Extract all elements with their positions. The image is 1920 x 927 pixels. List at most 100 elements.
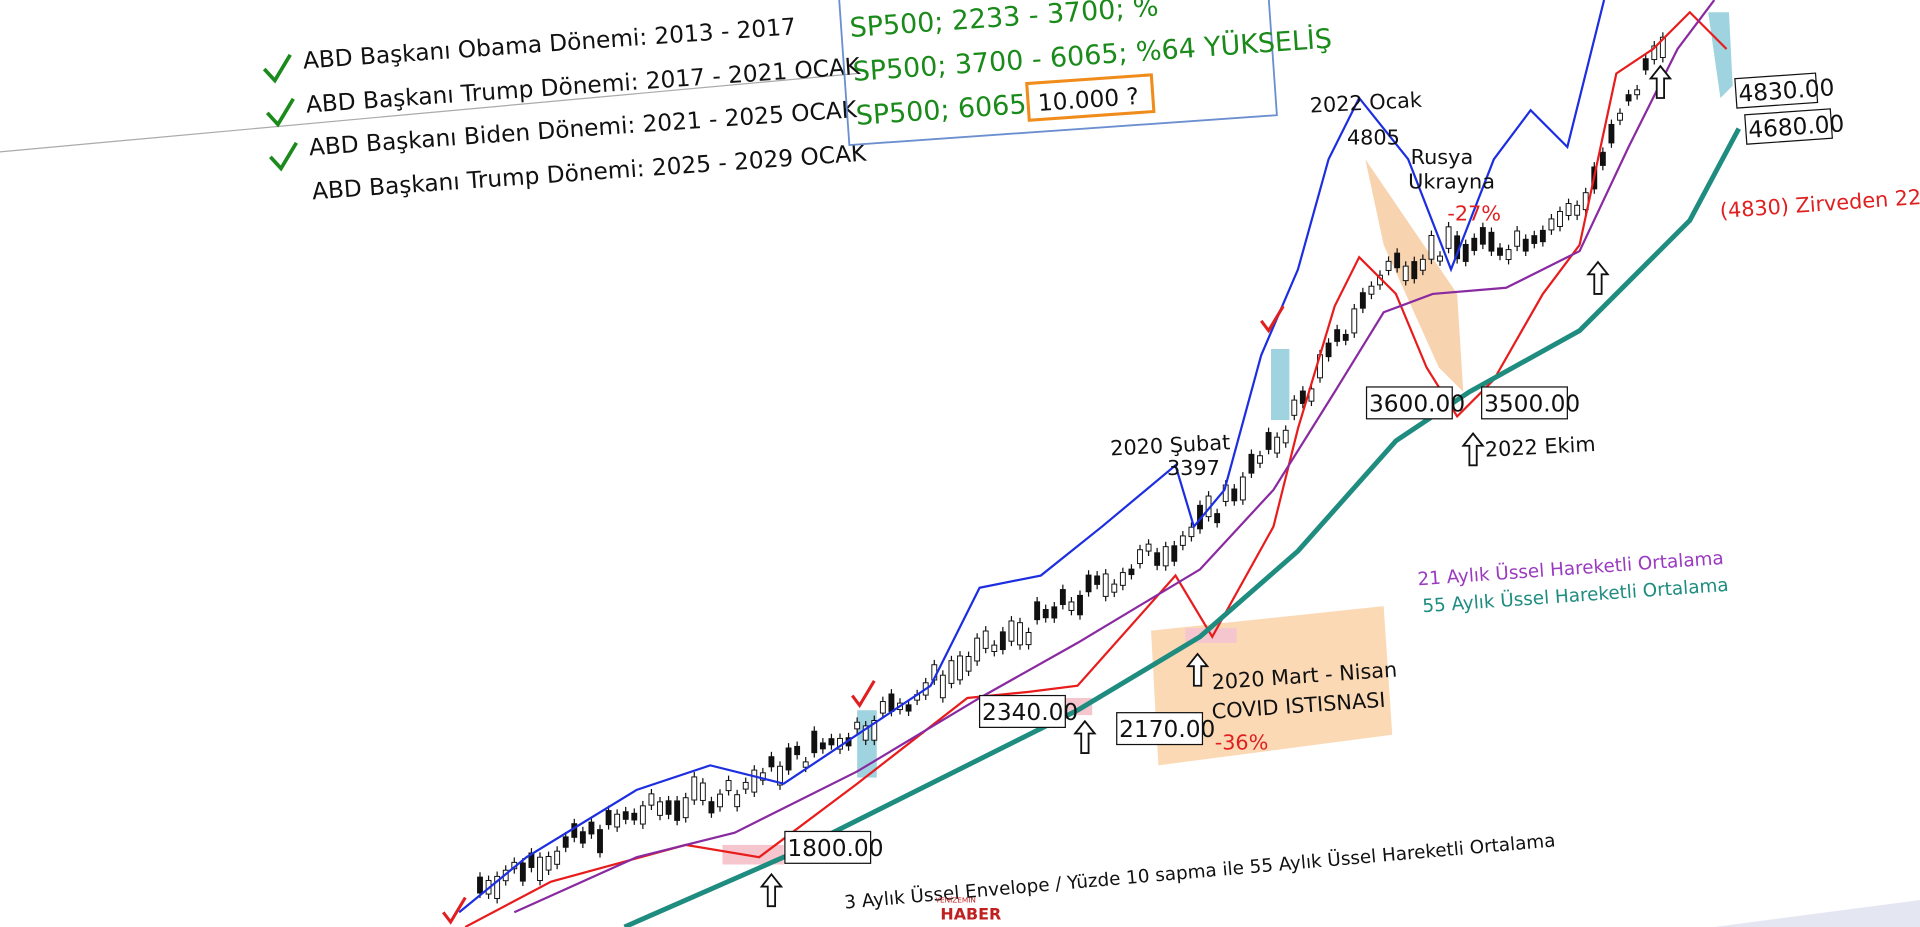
candle-body <box>777 765 783 786</box>
candle-body <box>1617 112 1623 121</box>
candle-body <box>1608 123 1615 144</box>
candle-body <box>1077 594 1083 616</box>
candle-body <box>1102 573 1109 597</box>
value-box <box>978 694 1066 728</box>
annotation: Ukrayna <box>1408 170 1495 194</box>
candle-body <box>1179 535 1186 546</box>
candle-body <box>1479 227 1486 245</box>
candle-body <box>1445 226 1452 249</box>
candle-body <box>768 756 775 768</box>
candle-body <box>537 856 543 882</box>
candle-body <box>1325 342 1332 358</box>
candle-body <box>862 725 869 741</box>
divider <box>0 72 858 153</box>
value-label: 4830.00 <box>1737 74 1835 108</box>
candle-body <box>1642 58 1649 71</box>
watermark: YENİZEMİN <box>935 895 976 904</box>
candle-body <box>1462 243 1469 262</box>
candle-body <box>751 769 758 793</box>
value-label: 4680.00 <box>1747 110 1845 144</box>
candle-body <box>1514 230 1521 247</box>
candle-body <box>1334 329 1341 342</box>
candle-body <box>1017 622 1023 646</box>
candle-body <box>1419 258 1426 271</box>
candle-body <box>597 829 603 854</box>
candle-body <box>1059 589 1066 606</box>
target-box <box>1025 73 1156 122</box>
candle-body <box>725 779 732 792</box>
candle-body <box>1539 229 1546 243</box>
candle-body <box>1257 455 1263 464</box>
candle-body <box>639 805 646 825</box>
ema-55 <box>623 127 1741 927</box>
candle-body <box>605 810 612 826</box>
candle-body <box>819 742 826 750</box>
value-label: 1800.00 <box>787 835 883 862</box>
candle-body <box>1634 89 1641 96</box>
candle-body <box>1162 546 1169 567</box>
candle-body <box>982 630 989 649</box>
candle-body <box>1145 543 1152 552</box>
candle-body <box>665 800 672 815</box>
candle-body <box>717 793 723 808</box>
candle-body <box>1428 234 1435 260</box>
candle-body <box>1497 247 1503 256</box>
value-box <box>1744 108 1833 145</box>
value-label: 2340.00 <box>982 699 1078 726</box>
check-icon <box>262 53 298 172</box>
candle-body <box>1531 235 1538 244</box>
candle-body <box>948 660 955 684</box>
candle-body <box>999 631 1006 651</box>
value-label: 2170.00 <box>1119 716 1215 743</box>
candle-body <box>622 811 629 820</box>
candle-body <box>674 800 681 821</box>
candle-body <box>1171 545 1178 562</box>
annotation: (4830) Zirveden 22% D <box>1719 182 1920 223</box>
zone <box>1708 12 1733 98</box>
candle-body <box>1505 249 1512 261</box>
corner <box>1714 900 1920 927</box>
candle-body <box>1488 231 1495 252</box>
candle-body <box>1265 432 1272 450</box>
candle-body <box>1368 285 1375 295</box>
candle-body <box>691 776 698 801</box>
candle-body <box>785 747 792 771</box>
candle-body <box>1565 203 1572 216</box>
annotation: Rusya <box>1411 145 1474 169</box>
annotation: 2022 Ocak <box>1309 88 1422 118</box>
sp500-line: SP500; 2233 - 3700; % <box>849 0 1160 44</box>
candle-body <box>1471 237 1478 251</box>
value-label: 3600.00 <box>1369 390 1465 417</box>
sp500-line: SP500; 6065 <box>855 89 1028 132</box>
candle-body <box>699 782 706 801</box>
candle-body <box>1574 204 1581 216</box>
candle-body <box>648 793 655 806</box>
candle-body <box>734 794 741 808</box>
annotation: 3397 <box>1167 456 1220 480</box>
candle-body <box>828 738 835 746</box>
covid-zone <box>1151 606 1393 766</box>
candle-body <box>562 836 569 848</box>
candle-body <box>1042 609 1049 619</box>
candle-body <box>965 655 972 672</box>
candle-body <box>519 862 526 882</box>
candle-body <box>1522 238 1529 252</box>
candle-body <box>1051 606 1058 619</box>
candle-body <box>631 812 638 821</box>
candle-body <box>1188 526 1195 538</box>
candle-body <box>1111 583 1118 593</box>
watermark: HABER <box>940 905 1001 924</box>
value-box <box>1365 386 1453 420</box>
candle-body <box>957 655 963 681</box>
candle-body <box>1625 94 1632 102</box>
candle-body <box>974 637 981 662</box>
candle-body <box>1651 45 1658 61</box>
candle-body <box>579 831 586 844</box>
candle-body <box>1291 399 1298 416</box>
candle-body <box>1085 574 1092 593</box>
candle-body <box>682 797 689 819</box>
candle-body <box>1299 390 1306 404</box>
candle-body <box>1025 632 1032 646</box>
